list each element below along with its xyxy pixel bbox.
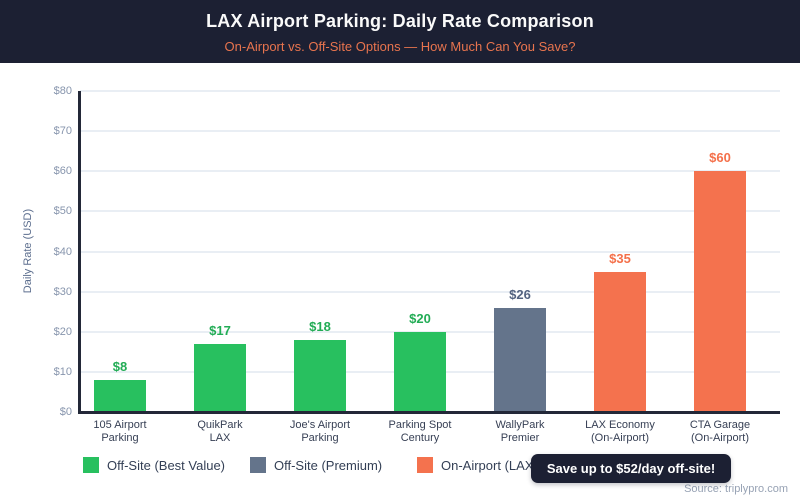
bar-value-label: $20 bbox=[409, 311, 431, 326]
y-tick-label-10: $10 bbox=[53, 365, 72, 378]
bar-3 bbox=[294, 340, 346, 412]
bar-4 bbox=[394, 332, 446, 412]
y-tick-label-30: $30 bbox=[53, 285, 72, 298]
x-category-label: Joe's Airport Parking bbox=[289, 419, 351, 444]
y-tick-label-50: $50 bbox=[53, 205, 72, 218]
gridline-30 bbox=[80, 290, 780, 293]
gridline-70 bbox=[80, 130, 780, 133]
bar-value-label: $17 bbox=[209, 323, 231, 338]
x-category-label: Parking Spot Century bbox=[388, 419, 452, 444]
x-category-label: QuikPark LAX bbox=[197, 419, 243, 444]
y-tick-label-70: $70 bbox=[53, 125, 72, 138]
gridline-40 bbox=[80, 250, 780, 253]
bar-value-label: $35 bbox=[609, 251, 631, 266]
gridline-20 bbox=[80, 330, 780, 333]
x-axis-line bbox=[78, 411, 780, 414]
gridline-60 bbox=[80, 170, 780, 173]
page-title: LAX Airport Parking: Daily Rate Comparis… bbox=[206, 11, 594, 31]
bar-6 bbox=[594, 272, 646, 412]
x-category-label: 105 Airport Parking bbox=[93, 419, 147, 444]
legend-item-1: Off-Site (Best Value) bbox=[83, 457, 225, 473]
savings-badge: Save up to $52/day off-site! bbox=[531, 454, 731, 483]
gridline-50 bbox=[80, 210, 780, 213]
x-axis-labels: 105 Airport Parking QuikPark LAX Joe's Airpo… bbox=[80, 419, 780, 451]
legend-item-2: Off-Site (Premium) bbox=[250, 457, 382, 473]
y-axis-ticks: $0 $10 $20 $30 $40 $50 $60 $70 $80 bbox=[0, 85, 72, 418]
y-tick-label-40: $40 bbox=[53, 245, 72, 258]
plot-area: $8 $17 $18 $20 $26 $35 $60 bbox=[80, 90, 780, 412]
header: LAX Airport Parking: Daily Rate Comparis… bbox=[0, 0, 800, 63]
legend-label: On-Airport (LAX) bbox=[441, 457, 538, 473]
legend-label: Off-Site (Premium) bbox=[274, 457, 383, 473]
source-credit: Source: triplypro.com bbox=[684, 483, 788, 495]
bar-2 bbox=[194, 344, 246, 412]
x-category-label: LAX Economy (On-Airport) bbox=[585, 419, 655, 444]
legend-label: Off-Site (Best Value) bbox=[107, 457, 226, 473]
page-subtitle: On-Airport vs. Off-Site Options — How Mu… bbox=[224, 39, 576, 54]
chart-legend: Off-Site (Best Value) Off-Site (Premium) O… bbox=[83, 457, 643, 475]
y-tick-label-80: $80 bbox=[53, 85, 72, 97]
bar-7 bbox=[694, 171, 746, 412]
bar-value-label: $18 bbox=[309, 319, 331, 334]
y-tick-label-0: $0 bbox=[59, 406, 72, 418]
x-category-label: CTA Garage (On-Airport) bbox=[689, 419, 751, 444]
y-tick-label-20: $20 bbox=[53, 325, 72, 338]
bar-value-label: $26 bbox=[509, 287, 531, 302]
legend-swatch-icon bbox=[83, 457, 99, 473]
x-category-label: WallyPark Premier bbox=[495, 419, 545, 444]
legend-swatch-icon bbox=[417, 457, 433, 473]
gridline-80 bbox=[80, 90, 780, 92]
bar-5 bbox=[494, 308, 546, 412]
y-axis-line bbox=[78, 91, 81, 413]
y-tick-label-60: $60 bbox=[53, 165, 72, 178]
bar-value-label: $8 bbox=[112, 359, 128, 374]
bar-value-label: $60 bbox=[709, 150, 731, 165]
bar-1 bbox=[94, 380, 146, 412]
legend-item-3: On-Airport (LAX) bbox=[417, 457, 538, 473]
legend-swatch-icon bbox=[250, 457, 266, 473]
